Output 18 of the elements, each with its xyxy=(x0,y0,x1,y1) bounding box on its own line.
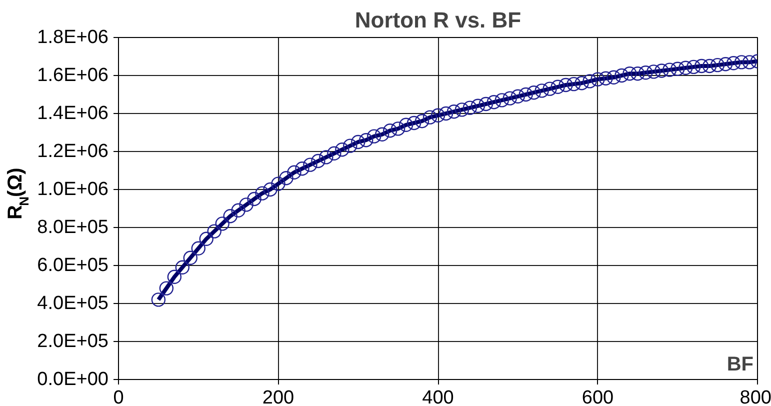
y-tick-label: 6.0E+05 xyxy=(37,255,109,276)
y-tick-label: 4.0E+05 xyxy=(37,293,109,314)
y-tick-label: 1.4E+06 xyxy=(37,103,109,124)
chart-title: Norton R vs. BF xyxy=(354,8,522,32)
y-axis-title: RN(Ω) xyxy=(4,168,32,220)
x-axis-title: BF xyxy=(726,354,754,376)
y-tick-label: 1.2E+06 xyxy=(37,141,109,162)
y-tick-label: 2.0E+05 xyxy=(37,331,109,352)
y-tick-label: 1.0E+06 xyxy=(37,179,109,200)
y-tick-label: 1.6E+06 xyxy=(37,65,109,86)
x-tick-label: 800 xyxy=(740,388,771,406)
x-tick-label: 400 xyxy=(422,388,454,406)
x-tick-label: 200 xyxy=(262,388,294,406)
y-tick-label: 0.0E+00 xyxy=(37,369,109,390)
y-tick-label: 1.8E+06 xyxy=(37,27,109,48)
x-tick-label: 600 xyxy=(582,388,614,406)
x-tick-label: 0 xyxy=(113,388,124,406)
y-tick-label: 8.0E+05 xyxy=(37,217,109,238)
